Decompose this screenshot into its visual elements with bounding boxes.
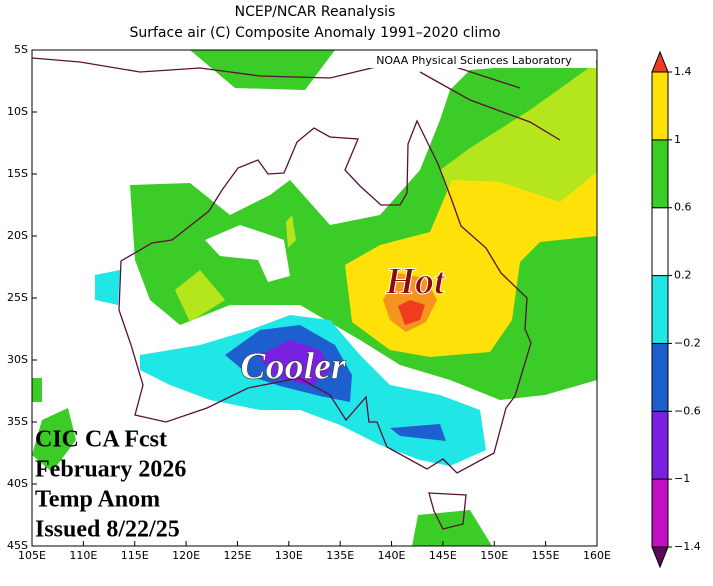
lon-label: 130E [275, 549, 303, 562]
colorbar-label: 1.4 [674, 65, 692, 78]
lat-label: 25S [7, 291, 28, 304]
lon-label: 155E [532, 549, 560, 562]
lat-label: 40S [7, 477, 28, 490]
lat-label: 30S [7, 353, 28, 366]
colorbar-bin [651, 478, 669, 548]
lat-label: 15S [7, 167, 28, 180]
colorbar-label: 0.2 [674, 269, 692, 282]
note-line: CIC CA Fcst [35, 427, 167, 453]
colorbar-arrow [651, 546, 669, 569]
colorbar-bin [651, 139, 669, 209]
colorbar-bin [651, 342, 669, 412]
lon-label: 150E [480, 549, 508, 562]
colorbar-bin [651, 71, 669, 141]
note-line: February 2026 [35, 457, 186, 483]
lat-label: 35S [7, 415, 28, 428]
lat-label: 10S [7, 105, 28, 118]
colorbar-label: −0.2 [674, 336, 701, 349]
lat-axis: 5S 10S 15S 20S 25S 30S 35S 40S 45S [7, 43, 37, 552]
title: NCEP/NCAR Reanalysis [235, 4, 396, 20]
colorbar-label: 0.6 [674, 201, 692, 214]
lat-label: 5S [14, 43, 28, 56]
lat-label: 20S [7, 229, 28, 242]
colorbar-bin [651, 207, 669, 277]
credit-box [352, 52, 596, 68]
colorbar-label: −0.6 [674, 404, 701, 417]
anomaly-field [32, 50, 597, 546]
colorbar-label: −1 [674, 472, 690, 485]
note-line: Temp Anom [35, 487, 160, 513]
colorbar: −1.4 −1 −0.6 −0.2 0.2 0.6 1 1.4 [651, 50, 701, 569]
lon-label: 110E [69, 549, 97, 562]
lon-label: 160E [583, 549, 611, 562]
lon-label: 145E [429, 549, 457, 562]
lat-label: 45S [7, 539, 28, 552]
lon-label: 105E [18, 549, 46, 562]
forecast-note: CIC CA Fcst February 2026 Temp Anom Issued … [35, 427, 186, 543]
colorbar-bin [651, 275, 669, 344]
lon-label: 120E [172, 549, 200, 562]
lon-label: 125E [223, 549, 251, 562]
lon-label: 135E [326, 549, 354, 562]
cooler-label: Cooler [240, 346, 347, 388]
colorbar-label: −1.4 [674, 540, 701, 553]
subtitle: Surface air (C) Composite Anomaly 1991–2… [129, 25, 500, 41]
lon-label: 140E [378, 549, 406, 562]
hot-label: Hot [384, 261, 446, 303]
colorbar-label: 1 [674, 133, 681, 146]
lon-axis: 105E 110E 115E 120E 125E 130E 135E 140E 145E 150E… [18, 541, 611, 562]
note-line: Issued 8/22/25 [35, 517, 180, 543]
lon-label: 115E [121, 549, 149, 562]
colorbar-arrow [651, 50, 669, 73]
colorbar-bin [651, 410, 669, 480]
credit: NOAA Physical Sciences Laboratory [376, 54, 572, 67]
